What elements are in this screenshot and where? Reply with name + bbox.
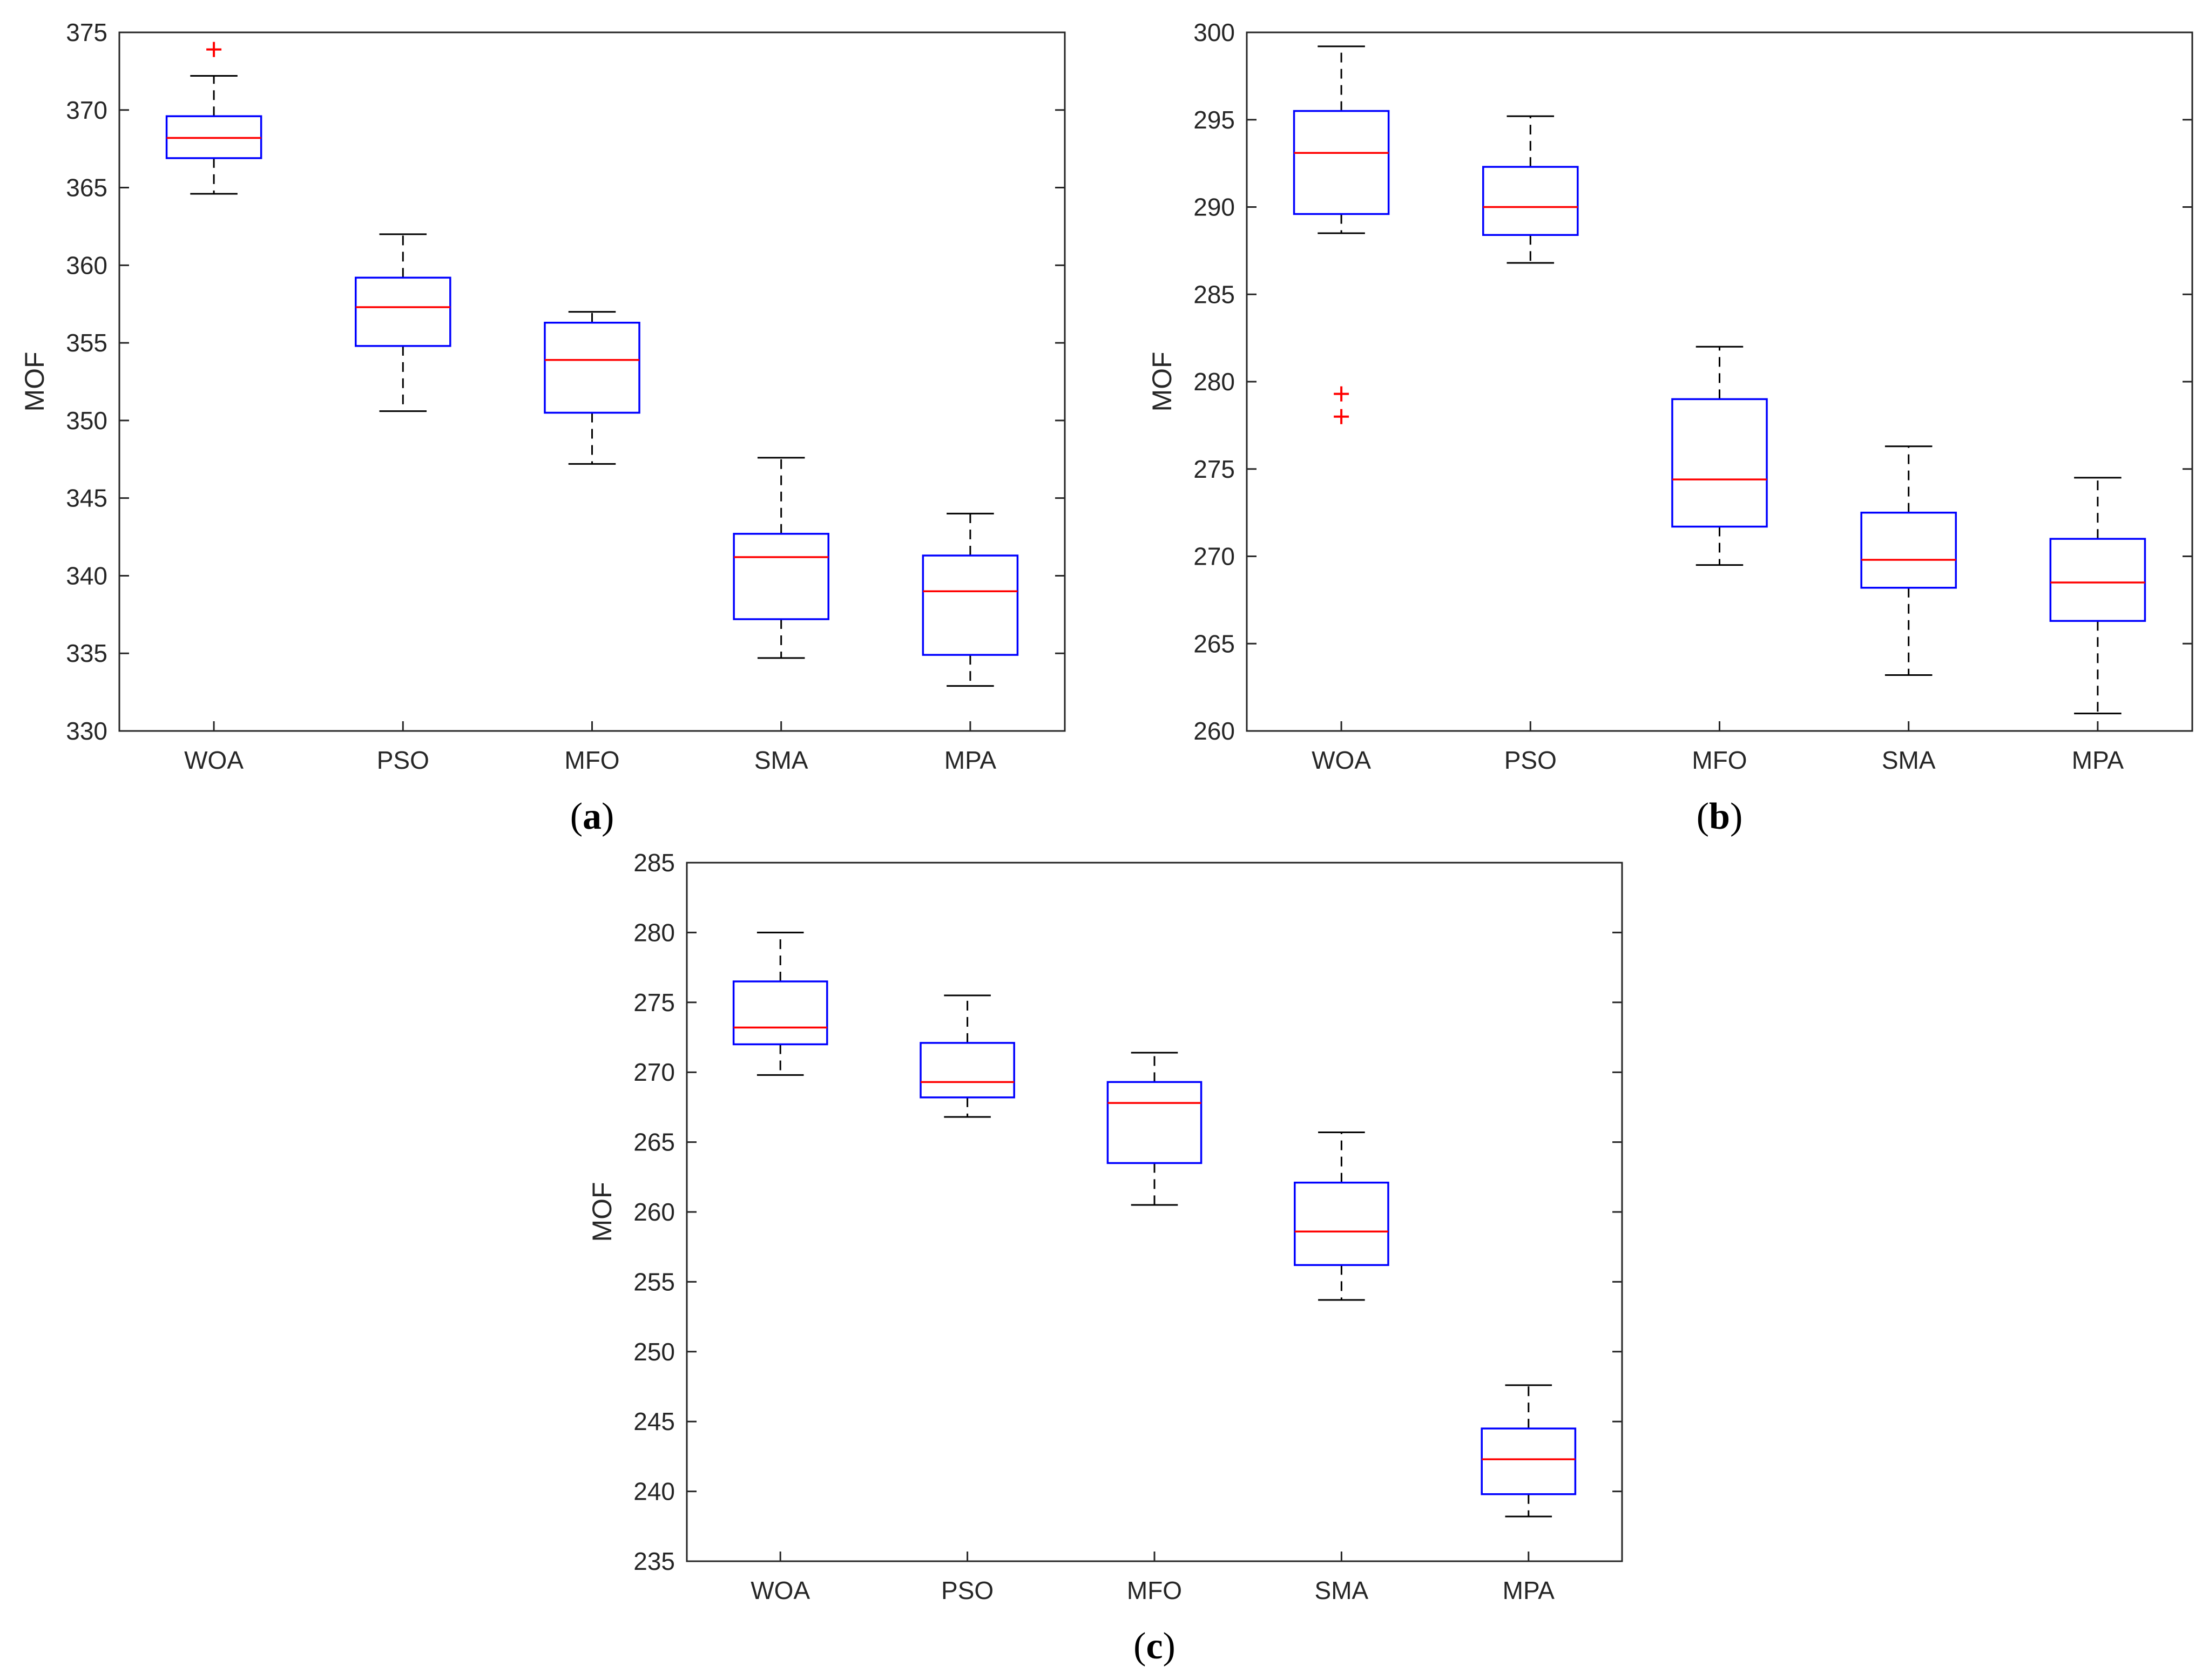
y-tick-label: 260	[633, 1198, 675, 1226]
y-tick-label: 285	[1193, 280, 1235, 308]
y-tick-label: 265	[1193, 629, 1235, 658]
box-mfo	[544, 311, 640, 465]
box-mpa	[2049, 477, 2146, 715]
x-tick-label: PSO	[1504, 746, 1557, 774]
y-tick-label: 250	[633, 1338, 675, 1366]
panel-caption: (c)	[1133, 1625, 1176, 1667]
box-sma	[733, 457, 830, 659]
box-pso	[1482, 115, 1579, 264]
iqr-box	[732, 980, 828, 1046]
x-tick-label: MPA	[944, 746, 997, 774]
y-tick-label: 285	[633, 849, 675, 877]
iqr-box	[1860, 511, 1957, 589]
y-tick-label: 375	[66, 18, 107, 46]
x-tick-label: WOA	[184, 746, 244, 774]
panel-c: 235 240 245 250 255 260 265 270 275 280 285 MOF WOA P…	[587, 849, 1623, 1667]
y-tick-label: 350	[66, 407, 107, 435]
y-tick-label: 270	[1193, 543, 1235, 571]
outlier-marker	[1334, 386, 1349, 402]
y-tick-label: 240	[633, 1478, 675, 1506]
y-tick-label: 245	[633, 1407, 675, 1435]
y-tick-label: 275	[1193, 455, 1235, 483]
iqr-box	[1106, 1081, 1203, 1164]
iqr-box	[1481, 1427, 1577, 1495]
y-axis-label: MOF	[587, 1182, 617, 1242]
x-tick-label: PSO	[941, 1576, 994, 1604]
iqr-box	[1671, 398, 1768, 528]
outlier-marker	[206, 42, 222, 57]
y-tick-label: 235	[633, 1547, 675, 1575]
box-mfo	[1671, 346, 1768, 566]
x-tick-label: WOA	[1312, 746, 1371, 774]
y-tick-label: 255	[633, 1268, 675, 1296]
iqr-box	[920, 1042, 1015, 1099]
y-tick-label: 270	[633, 1058, 675, 1086]
iqr-box	[922, 554, 1019, 656]
iqr-box	[355, 276, 451, 347]
box-pso	[920, 994, 1015, 1118]
y-tick-label: 340	[66, 561, 107, 590]
iqr-box	[544, 321, 640, 414]
box-sma	[1294, 1131, 1389, 1301]
x-tick-label: MFO	[564, 746, 619, 774]
panel-caption: (a)	[570, 796, 614, 837]
box-woa	[165, 42, 262, 195]
iqr-box	[2049, 538, 2146, 622]
y-tick-label: 330	[66, 717, 107, 745]
x-tick-label: SMA	[1315, 1576, 1369, 1604]
panel-caption: (b)	[1697, 796, 1743, 837]
y-tick-label: 355	[66, 329, 107, 357]
y-tick-label: 280	[633, 918, 675, 946]
iqr-box	[1293, 110, 1390, 215]
panel-letter: c	[1146, 1625, 1163, 1667]
x-tick-label: MFO	[1127, 1576, 1182, 1604]
y-axis-label: MOF	[1147, 351, 1177, 411]
y-tick-label: 335	[66, 639, 107, 667]
y-tick-label: 300	[1193, 18, 1235, 46]
iqr-box	[1294, 1181, 1389, 1266]
box-sma	[1860, 445, 1957, 676]
panel-letter: a	[583, 796, 602, 837]
y-tick-label: 295	[1193, 106, 1235, 134]
x-tick-label: PSO	[377, 746, 429, 774]
y-tick-label: 265	[633, 1128, 675, 1156]
x-tick-label: SMA	[1882, 746, 1936, 774]
y-tick-label: 280	[1193, 368, 1235, 396]
y-tick-label: 290	[1193, 193, 1235, 221]
y-tick-label: 260	[1193, 717, 1235, 745]
y-tick-label: 275	[633, 988, 675, 1017]
x-tick-label: MFO	[1692, 746, 1747, 774]
box-woa	[732, 931, 828, 1076]
panel-letter: b	[1709, 796, 1730, 837]
x-tick-label: SMA	[754, 746, 808, 774]
iqr-box	[1482, 166, 1579, 236]
y-axis-label: MOF	[19, 351, 50, 411]
panel-a: 330 335 340 345 350 355 360 365 370 375 MOF WOA PSO M…	[19, 18, 1066, 837]
box-pso	[355, 233, 451, 412]
outlier-marker	[1334, 409, 1349, 424]
x-tick-label: MPA	[2072, 746, 2124, 774]
y-tick-label: 370	[66, 96, 107, 124]
x-tick-label: WOA	[751, 1576, 810, 1604]
y-tick-label: 345	[66, 484, 107, 512]
box-mfo	[1106, 1052, 1203, 1206]
box-mpa	[1481, 1384, 1577, 1518]
panel-b: 260 265 270 275 280 285 290 295 300 MOF WOA PSO MFO S…	[1147, 18, 2193, 837]
iqr-box	[733, 533, 830, 620]
box-woa	[1293, 45, 1390, 424]
x-tick-label: MPA	[1503, 1576, 1555, 1604]
y-tick-label: 360	[66, 251, 107, 279]
y-tick-label: 365	[66, 174, 107, 202]
box-mpa	[922, 512, 1019, 687]
